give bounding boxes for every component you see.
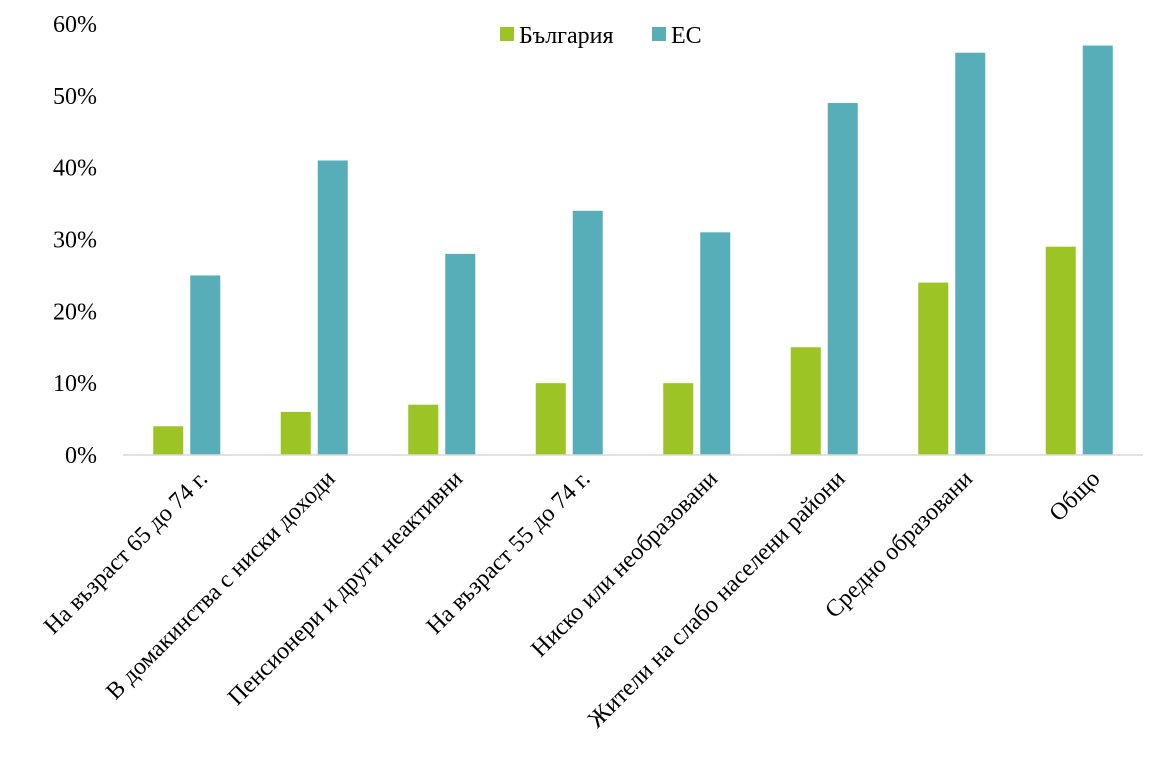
bar-bulgaria [790,347,821,455]
x-category-label: Жители на слабо населени райони [583,466,850,733]
bar-eu [1082,45,1113,456]
bar-eu [572,210,603,455]
legend-swatch-bulgaria [500,27,514,41]
bar-eu [190,275,221,455]
y-axis: 0% 10% 20% 30% 40% 50% 60% [53,12,97,469]
y-tick-label: 20% [53,299,97,325]
legend-label-eu: ЕС [671,23,702,49]
bar-bulgaria [1045,246,1076,455]
bars [153,45,1113,456]
bar-bulgaria [153,426,184,455]
bar-eu [827,103,858,456]
y-tick-label: 40% [53,156,97,182]
bar-bulgaria [918,282,949,455]
bar-bulgaria [408,404,439,455]
x-category-label: Общо [1045,466,1106,527]
y-tick-label: 10% [53,371,97,397]
y-tick-label: 60% [53,12,97,38]
legend: България ЕС [500,23,702,49]
bar-bulgaria [280,411,311,455]
legend-label-bulgaria: България [519,23,614,49]
bar-eu [445,253,476,455]
bar-eu [700,232,731,455]
bar-eu [317,160,348,455]
y-tick-label: 30% [53,228,97,254]
x-category-label: Пенсионери и други неактивни [223,466,468,711]
bar-eu [955,52,986,455]
bar-bulgaria [663,383,694,455]
legend-swatch-eu [652,27,666,41]
x-category-label: В домакинства с ниски доходи [101,466,340,705]
y-tick-label: 50% [53,84,97,110]
x-axis: На възраст 65 до 74 г.В домакинства с ни… [39,466,1105,733]
bar-bulgaria [535,383,566,455]
y-tick-label: 0% [65,443,97,469]
